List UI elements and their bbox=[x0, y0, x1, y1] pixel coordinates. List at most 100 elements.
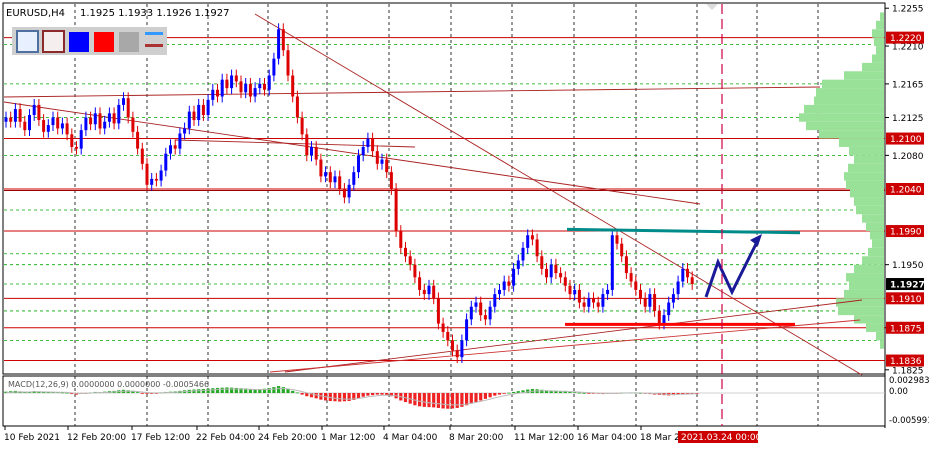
trend-line[interactable] bbox=[284, 299, 863, 373]
candle-body bbox=[93, 113, 97, 125]
volume-profile-bar bbox=[876, 331, 884, 341]
volume-profile-bar bbox=[872, 29, 884, 38]
candle-body bbox=[305, 134, 309, 156]
candle-body bbox=[592, 298, 595, 303]
time-tick-label: 12 Feb 20:00 bbox=[67, 433, 126, 443]
candle-body bbox=[122, 98, 125, 105]
candle-body bbox=[324, 172, 328, 177]
candle-body bbox=[465, 319, 469, 341]
candle-body bbox=[620, 243, 624, 257]
candle-body bbox=[375, 151, 379, 164]
macd-bar bbox=[521, 390, 525, 393]
macd-bar bbox=[206, 388, 210, 393]
annotations[interactable] bbox=[565, 4, 801, 426]
macd-bar bbox=[568, 391, 572, 393]
macd-bar bbox=[140, 393, 144, 394]
candle-body bbox=[112, 113, 116, 124]
macd-bar bbox=[540, 389, 544, 393]
volume-profile-bar bbox=[822, 79, 884, 89]
price-level-tag bbox=[886, 183, 924, 195]
trend-line[interactable] bbox=[174, 139, 416, 148]
macd-bar bbox=[262, 388, 267, 393]
shift-marker-icon[interactable] bbox=[706, 4, 718, 10]
macd-bar bbox=[366, 393, 370, 396]
volume-profile-bar bbox=[846, 273, 884, 282]
candle-body bbox=[4, 117, 8, 122]
macd-bar bbox=[681, 393, 685, 395]
square-outline-red-icon[interactable] bbox=[42, 30, 65, 53]
macd-bar bbox=[272, 387, 276, 393]
candle-body bbox=[483, 315, 487, 320]
candle-body bbox=[150, 178, 154, 185]
square-solid-gray-icon[interactable] bbox=[119, 32, 139, 52]
candle-body bbox=[366, 138, 370, 147]
candle-body bbox=[145, 163, 149, 185]
candle-body bbox=[23, 121, 27, 131]
macd-bar bbox=[450, 393, 455, 409]
candle-body bbox=[75, 146, 78, 149]
candle-body bbox=[657, 310, 661, 324]
square-solid-red-icon[interactable] bbox=[94, 32, 114, 52]
candle-body bbox=[554, 264, 558, 274]
square-solid-blue-icon[interactable] bbox=[69, 32, 89, 52]
macd-signal-line bbox=[5, 387, 697, 406]
candle-body bbox=[300, 117, 304, 135]
volume-profile-bar bbox=[846, 180, 884, 189]
macd-bar bbox=[225, 387, 229, 393]
candle-body bbox=[643, 298, 647, 307]
line-tool-icon[interactable] bbox=[145, 32, 163, 47]
volume-profile-bar bbox=[870, 231, 884, 240]
candle-body bbox=[197, 104, 201, 121]
candle-body bbox=[624, 256, 628, 274]
macd-bar bbox=[126, 390, 130, 393]
macd-bar bbox=[408, 393, 412, 404]
volume-profile-bar bbox=[838, 306, 884, 316]
candle-body bbox=[521, 247, 525, 261]
candle-body bbox=[187, 111, 191, 129]
volume-profile-bar bbox=[799, 113, 884, 122]
macd-bar bbox=[455, 393, 459, 408]
candle-body bbox=[347, 184, 351, 198]
macd-bar bbox=[685, 393, 690, 394]
candle-body bbox=[140, 148, 144, 164]
candle-body bbox=[413, 264, 417, 278]
macd-bar bbox=[507, 392, 511, 394]
candle-body bbox=[51, 117, 55, 126]
macd-bar bbox=[488, 393, 492, 398]
candle-body bbox=[690, 277, 694, 285]
candle-body bbox=[408, 256, 412, 265]
candle-body bbox=[446, 331, 450, 341]
candle-body bbox=[230, 75, 234, 89]
candle-body bbox=[639, 289, 642, 299]
forecast-path[interactable] bbox=[704, 239, 760, 298]
volume-profile-bar bbox=[866, 323, 884, 332]
candle-body bbox=[263, 83, 266, 90]
macd-tick-label: 0.002983 bbox=[889, 376, 929, 386]
candle-body bbox=[526, 235, 530, 248]
macd-bar bbox=[526, 389, 530, 393]
candle-body bbox=[234, 75, 238, 82]
candle-body bbox=[549, 264, 553, 278]
trend-line[interactable] bbox=[269, 319, 861, 373]
trend-line[interactable] bbox=[3, 86, 821, 98]
macd-bar bbox=[460, 393, 464, 407]
macd-bar bbox=[469, 393, 473, 404]
macd-bar bbox=[239, 388, 243, 393]
macd-bar bbox=[342, 393, 346, 402]
candle-body bbox=[89, 117, 93, 125]
price-level-tag-label: 1.1875 bbox=[890, 324, 922, 334]
macd-bar bbox=[432, 393, 436, 408]
candle-body bbox=[545, 268, 548, 278]
macd-bar bbox=[286, 389, 290, 393]
volume-profile-bar bbox=[868, 247, 884, 257]
square-outline-blue-icon[interactable] bbox=[16, 30, 39, 53]
resistance-zone-line[interactable] bbox=[566, 227, 801, 235]
volume-profile-bar bbox=[844, 289, 884, 299]
candle-body bbox=[596, 302, 600, 307]
trend-line[interactable] bbox=[254, 13, 863, 376]
candle-body bbox=[357, 155, 360, 173]
macd-bar bbox=[375, 393, 379, 395]
candle-body bbox=[676, 281, 680, 295]
volume-profile-bar bbox=[862, 256, 884, 265]
